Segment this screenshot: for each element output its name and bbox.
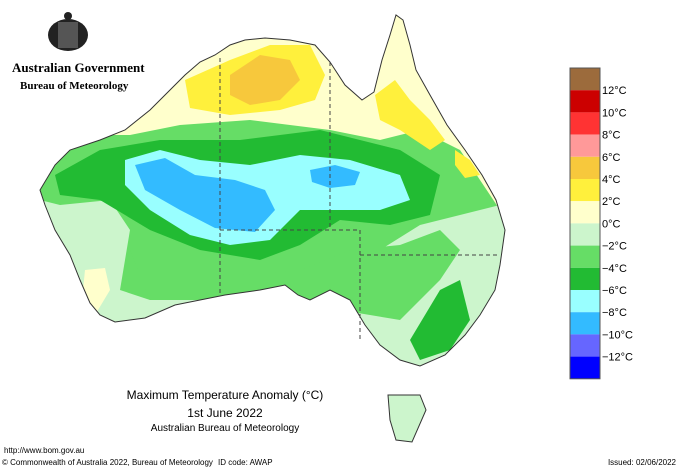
legend-swatch xyxy=(570,267,600,290)
legend-swatch xyxy=(570,134,600,157)
legend-label: 8°C xyxy=(602,130,621,142)
legend: 12°C 10°C 8°C 6°C 4°C 2°C 0°C −2°C −4°C −6°C −8°C −… xyxy=(569,67,633,380)
legend-swatch xyxy=(570,223,600,246)
legend-swatch xyxy=(570,156,600,179)
url: http://www.bom.gov.au xyxy=(4,446,85,455)
legend-label: −4°C xyxy=(602,263,627,275)
legend-label: 12°C xyxy=(602,85,627,97)
legend-label: −10°C xyxy=(602,329,633,341)
legend-swatch xyxy=(570,90,600,113)
legend-label: −6°C xyxy=(602,285,627,297)
state-borders xyxy=(219,58,500,340)
legend-label: 6°C xyxy=(602,152,621,164)
crest xyxy=(48,12,88,51)
legend-swatch xyxy=(570,245,600,268)
legend-label: 4°C xyxy=(602,174,621,186)
legend-label: −8°C xyxy=(602,307,627,319)
legend-label: 0°C xyxy=(602,218,621,230)
id-code: ID code: AWAP xyxy=(218,458,273,467)
copyright: © Commonwealth of Australia 2022, Bureau… xyxy=(2,458,213,467)
legend-swatch xyxy=(570,312,600,335)
legend-swatch xyxy=(570,68,600,91)
legend-label: −12°C xyxy=(602,352,633,364)
legend-label: −2°C xyxy=(602,241,627,253)
legend-frame xyxy=(569,67,601,380)
map-title: Maximum Temperature Anomaly (°C) xyxy=(126,388,324,402)
government-name: Australian Government xyxy=(12,60,145,75)
legend-label: 2°C xyxy=(602,196,621,208)
map-source: Australian Bureau of Meteorology xyxy=(150,423,300,434)
legend-label: 10°C xyxy=(602,107,627,119)
legend-swatch xyxy=(570,112,600,135)
legend-swatch xyxy=(570,290,600,313)
issued: Issued: 02/06/2022 xyxy=(607,458,676,467)
coastline xyxy=(39,14,506,443)
agency-name: Bureau of Meteorology xyxy=(20,80,129,92)
map-date: 1st June 2022 xyxy=(187,406,263,420)
legend-swatch xyxy=(570,334,600,357)
legend-swatch xyxy=(570,201,600,224)
legend-swatch xyxy=(570,179,600,202)
legend-swatch xyxy=(570,356,600,379)
